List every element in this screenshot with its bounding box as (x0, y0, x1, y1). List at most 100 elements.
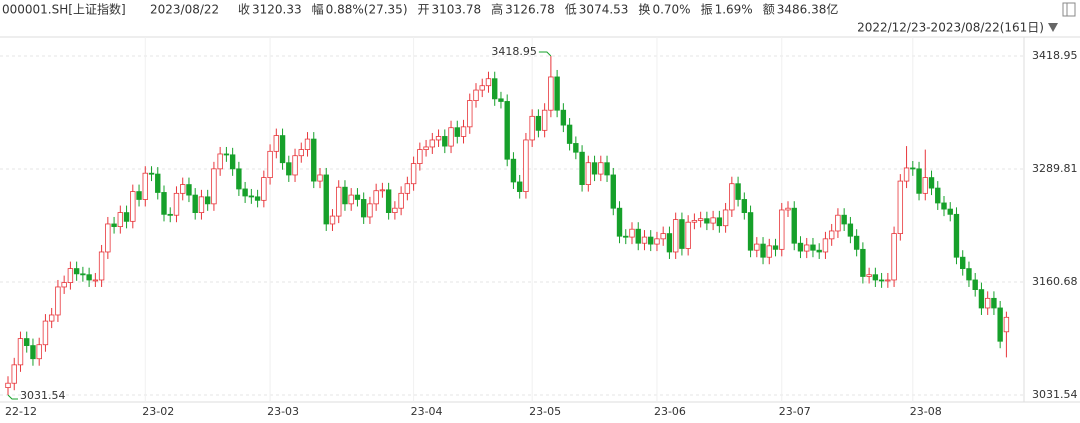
candle-body (223, 153, 230, 156)
quote-label: 换 (638, 3, 650, 17)
candle-body (729, 183, 735, 211)
candle-body (248, 195, 255, 198)
quote-label: 振 (701, 3, 713, 17)
candle-body (42, 320, 49, 346)
candle-body (722, 209, 729, 227)
candle-body (148, 172, 155, 175)
candle-body (916, 168, 922, 194)
candle-body (217, 153, 223, 170)
candle-body (885, 279, 891, 282)
candle-body (142, 172, 148, 200)
x-tick-label: 23-05 (529, 405, 561, 418)
candle-body (516, 181, 523, 192)
candle-body (410, 163, 417, 185)
x-tick-label: 23-02 (142, 405, 174, 418)
candle-body (579, 151, 585, 185)
candle-body (654, 238, 660, 245)
min-leader (7, 394, 18, 400)
candle-body (105, 223, 111, 253)
candle-body (523, 139, 529, 192)
candle-body (810, 244, 816, 251)
candle-body (467, 100, 473, 128)
candle-body (254, 196, 261, 201)
candle-body (697, 218, 704, 221)
candle-body (167, 213, 173, 216)
max-annotation: 3418.95 (491, 45, 537, 58)
candle-body (878, 279, 885, 282)
candle-body (379, 189, 386, 192)
candle-body (535, 115, 542, 131)
candle-body (548, 76, 554, 111)
candle-body (935, 187, 941, 204)
candle-body (460, 126, 467, 137)
candle-body (429, 139, 436, 148)
candle-body (604, 162, 610, 176)
candle-body (155, 173, 161, 193)
candle-body (55, 286, 61, 316)
candle-body (560, 109, 567, 126)
candle-body (342, 186, 348, 205)
candle-body (623, 235, 629, 238)
candle-body (473, 89, 479, 101)
candle-body (348, 194, 354, 205)
quote-value: 0.70% (652, 3, 690, 17)
candle-body (123, 212, 130, 222)
candle-body (485, 78, 492, 87)
candle-body (685, 221, 691, 249)
candle-body (273, 135, 280, 152)
candle-body (791, 207, 797, 244)
candle-body (947, 208, 953, 215)
y-tick-label: 3031.54 (1032, 388, 1078, 401)
candle-body (279, 135, 286, 164)
x-tick-label: 23-06 (654, 405, 686, 418)
candle-body (779, 209, 785, 250)
candle-body (710, 217, 716, 224)
candle-body (130, 191, 136, 222)
x-tick-label: 23-04 (411, 405, 443, 418)
quote-value: 3103.78 (432, 3, 482, 17)
quote-items: 收 3120.33 幅 0.88%(27.35) 开 3103.78 高 3126.78 低 30… (238, 2, 838, 17)
candle-body (760, 243, 766, 258)
candle-body (261, 177, 267, 201)
candle-body (292, 155, 298, 176)
candle-body (741, 199, 748, 213)
max-leader (538, 51, 552, 57)
candle-body (529, 115, 535, 141)
candle-body (922, 177, 928, 194)
x-tick-label: 23-03 (267, 405, 299, 418)
dropdown-arrow[interactable] (1048, 23, 1058, 32)
candle-body (804, 244, 810, 252)
candle-body (629, 228, 635, 238)
panel-icon[interactable] (1062, 2, 1076, 17)
candle-body (872, 274, 879, 281)
candle-body (92, 279, 99, 282)
candle-body (891, 233, 897, 281)
candle-body (797, 242, 804, 252)
candle-body (17, 338, 24, 366)
candle-body (591, 162, 598, 175)
candle-body (242, 188, 248, 197)
candle-body (504, 101, 510, 160)
candle-body (423, 146, 429, 150)
candle-body (648, 236, 654, 245)
candle-body (841, 214, 847, 225)
candle-body (1003, 316, 1010, 333)
candle-body (910, 167, 916, 170)
candle-body (267, 150, 273, 178)
range-selector[interactable]: 2022/12/23-2023/08/22(161日) (857, 21, 1044, 35)
candle-body (704, 218, 710, 224)
candle-body (754, 243, 760, 251)
quote-value: 3126.78 (505, 3, 555, 17)
candle-body (666, 233, 673, 253)
candle-body (367, 203, 373, 218)
candle-body (30, 345, 36, 360)
candle-body (61, 282, 67, 288)
candle-body (417, 149, 423, 164)
candle-body (822, 238, 829, 253)
candle-body (73, 268, 80, 275)
candle-body (866, 274, 872, 277)
candle-body (111, 223, 117, 227)
quote-label: 低 (565, 3, 577, 17)
candle-body (853, 235, 860, 250)
